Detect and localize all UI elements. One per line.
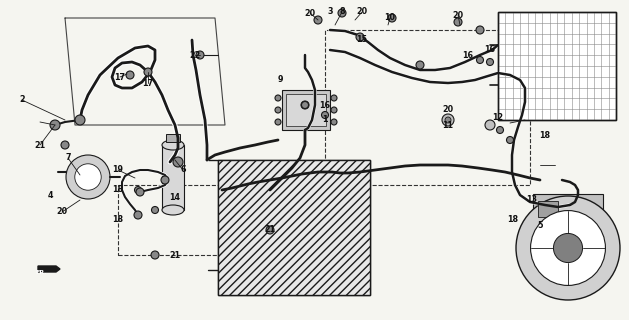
Circle shape xyxy=(530,211,606,285)
Text: 15: 15 xyxy=(357,36,367,44)
Text: 20: 20 xyxy=(304,9,316,18)
Text: 8: 8 xyxy=(339,7,345,17)
Text: 21: 21 xyxy=(264,226,276,235)
Bar xyxy=(533,194,603,222)
Circle shape xyxy=(275,95,281,101)
Text: 9: 9 xyxy=(277,76,283,84)
Circle shape xyxy=(275,107,281,113)
Text: FR.: FR. xyxy=(35,270,47,276)
Circle shape xyxy=(136,188,144,196)
Circle shape xyxy=(135,187,142,194)
Text: 17: 17 xyxy=(143,78,153,87)
Text: 16: 16 xyxy=(462,51,474,60)
Bar xyxy=(166,134,180,142)
Ellipse shape xyxy=(162,205,184,215)
Text: 20: 20 xyxy=(57,207,67,217)
Circle shape xyxy=(266,226,274,234)
Text: 14: 14 xyxy=(169,194,181,203)
Ellipse shape xyxy=(162,140,184,150)
Circle shape xyxy=(126,71,134,79)
Text: 7: 7 xyxy=(65,154,70,163)
Text: 5: 5 xyxy=(537,220,543,229)
Circle shape xyxy=(66,155,110,199)
Circle shape xyxy=(388,14,396,22)
Circle shape xyxy=(301,101,308,108)
Text: 20: 20 xyxy=(452,11,464,20)
Circle shape xyxy=(331,119,337,125)
Circle shape xyxy=(338,9,346,17)
Circle shape xyxy=(134,211,142,219)
Circle shape xyxy=(486,59,494,66)
Circle shape xyxy=(454,18,462,26)
Text: 16: 16 xyxy=(320,100,330,109)
Bar xyxy=(498,12,616,120)
Circle shape xyxy=(477,57,484,63)
Text: 21: 21 xyxy=(169,251,181,260)
Circle shape xyxy=(275,119,281,125)
Bar xyxy=(282,90,330,130)
Circle shape xyxy=(321,111,328,118)
Circle shape xyxy=(356,33,364,41)
Circle shape xyxy=(331,95,337,101)
Text: 18: 18 xyxy=(508,215,518,225)
Text: 2: 2 xyxy=(19,95,25,105)
Circle shape xyxy=(506,137,513,143)
Text: 18: 18 xyxy=(113,186,123,195)
Circle shape xyxy=(496,126,503,133)
Text: 20: 20 xyxy=(357,7,367,17)
Circle shape xyxy=(314,16,322,24)
Text: 4: 4 xyxy=(47,190,53,199)
Text: 10: 10 xyxy=(384,13,396,22)
Text: 19: 19 xyxy=(113,165,123,174)
Text: 13: 13 xyxy=(526,196,538,204)
Circle shape xyxy=(75,115,85,125)
Circle shape xyxy=(476,26,484,34)
Text: 20: 20 xyxy=(442,106,454,115)
Circle shape xyxy=(173,157,183,167)
Circle shape xyxy=(416,61,424,69)
Bar xyxy=(162,145,184,210)
Circle shape xyxy=(144,68,152,76)
Text: 1: 1 xyxy=(322,116,328,124)
Text: 17: 17 xyxy=(114,73,126,82)
Text: 12: 12 xyxy=(493,114,504,123)
Circle shape xyxy=(50,120,60,130)
Circle shape xyxy=(152,206,159,213)
Text: 6: 6 xyxy=(181,165,186,174)
Text: 18: 18 xyxy=(540,131,550,140)
Polygon shape xyxy=(38,266,60,272)
Bar xyxy=(325,30,530,185)
Circle shape xyxy=(485,120,495,130)
Circle shape xyxy=(151,251,159,259)
Circle shape xyxy=(442,114,454,126)
Text: 3: 3 xyxy=(327,7,333,17)
Text: 18: 18 xyxy=(113,215,123,225)
Bar xyxy=(286,94,326,126)
Bar xyxy=(498,12,616,120)
Text: 21: 21 xyxy=(35,140,45,149)
Circle shape xyxy=(75,164,101,190)
Circle shape xyxy=(196,51,204,59)
Bar xyxy=(118,185,223,255)
Circle shape xyxy=(516,196,620,300)
Circle shape xyxy=(61,141,69,149)
Circle shape xyxy=(331,107,337,113)
Circle shape xyxy=(445,117,451,123)
Bar xyxy=(218,160,370,295)
Text: 22: 22 xyxy=(189,51,201,60)
Circle shape xyxy=(554,234,582,262)
Text: 16: 16 xyxy=(484,45,496,54)
Text: 11: 11 xyxy=(442,121,454,130)
Bar xyxy=(538,201,558,217)
Bar xyxy=(218,160,370,295)
Circle shape xyxy=(301,101,309,109)
Circle shape xyxy=(161,176,169,184)
